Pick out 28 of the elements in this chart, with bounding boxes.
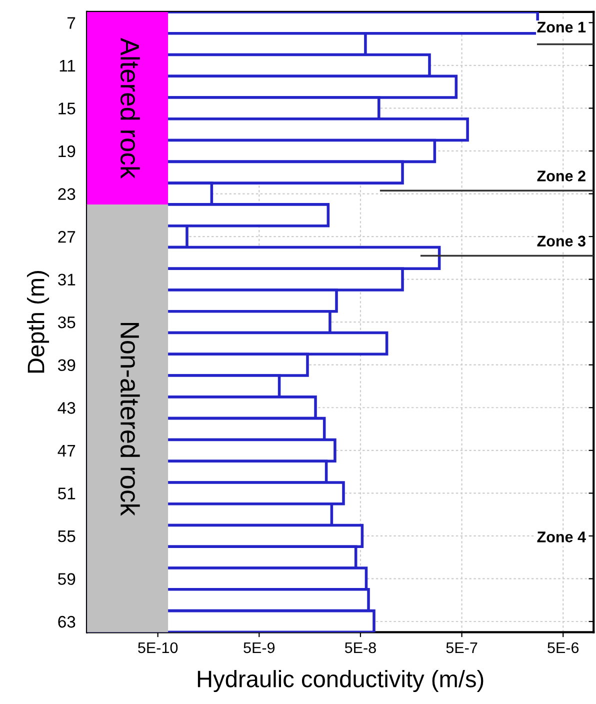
x-tick-label: 5E-7 [446, 642, 478, 654]
y-tick-label: 7 [67, 17, 76, 29]
y-tick-label: 63 [58, 616, 76, 628]
annotation: Zone 4 [537, 532, 586, 542]
y-tick-label: 11 [60, 60, 76, 72]
y-tick-label: 19 [58, 145, 76, 158]
y-tick-label: 27 [58, 230, 76, 243]
y-tick-label: 51 [58, 488, 76, 500]
x-tick-label: 5E-9 [244, 642, 275, 654]
y-tick-label: 31 [58, 274, 76, 286]
y-tick-label: 55 [58, 530, 76, 542]
annotation: Zone 2 [537, 170, 586, 182]
band-label: Non-altered rock [120, 322, 140, 516]
y-tick-label: 47 [58, 444, 76, 456]
y-axis-title: Depth (m) [27, 271, 50, 373]
x-tick-label: 5E-8 [344, 642, 376, 654]
y-tick-label: 15 [58, 102, 76, 114]
x-tick-label: 5E-10 [138, 642, 178, 654]
x-axis-title: Hydraulic conductivity (m/s) [198, 670, 484, 692]
annotation: Zone 1 [537, 22, 586, 33]
y-tick-label: 39 [58, 359, 76, 372]
y-tick-label: 35 [58, 316, 76, 328]
annotation: Zone 3 [537, 236, 586, 247]
y-tick-label: 43 [58, 402, 76, 414]
x-tick-label: 5E-6 [548, 642, 579, 654]
y-tick-label: 59 [58, 573, 76, 585]
band-label: Altered rock [120, 38, 140, 179]
y-tick-label: 23 [58, 188, 76, 200]
